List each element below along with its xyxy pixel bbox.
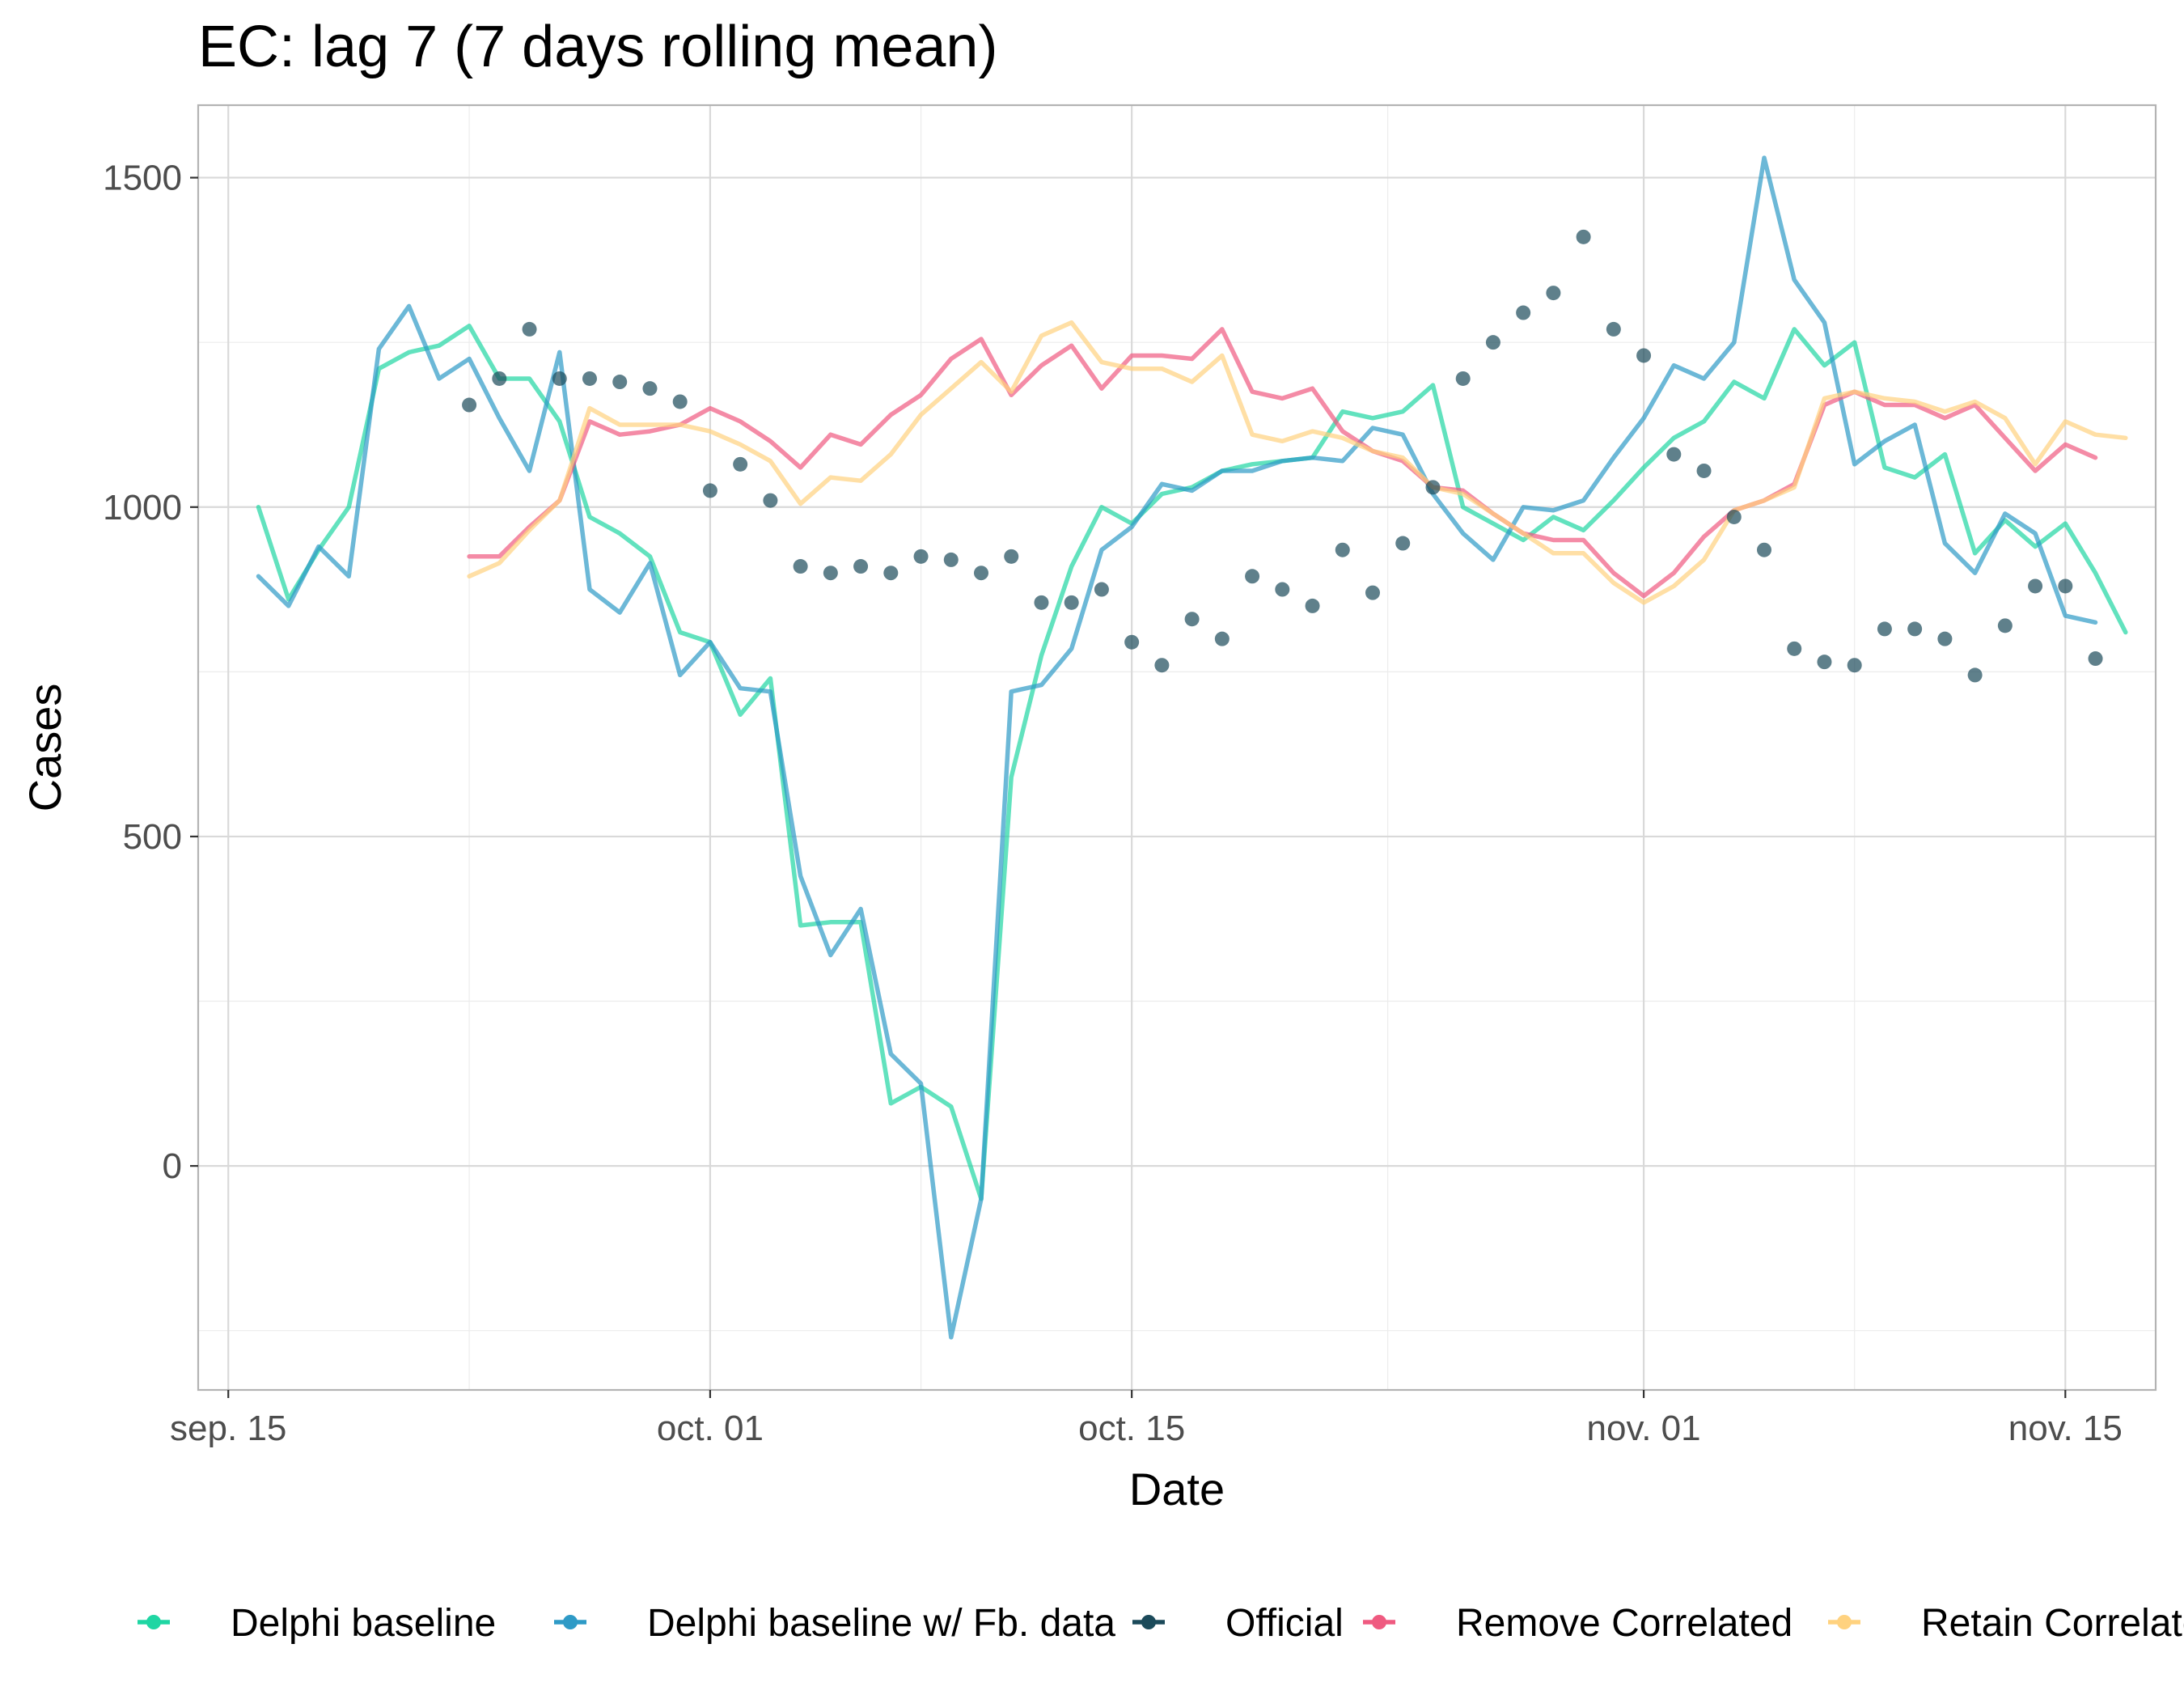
x-tick-label: sep. 15 <box>170 1409 286 1448</box>
x-tick-label: oct. 01 <box>657 1409 764 1448</box>
data-point-official <box>1485 335 1500 350</box>
data-point-official <box>1817 655 1832 670</box>
data-point-official <box>552 371 567 386</box>
legend-key-point <box>563 1615 578 1629</box>
data-point-official <box>672 394 688 409</box>
data-point-official <box>1335 542 1350 557</box>
data-point-official <box>612 375 628 390</box>
data-point-official <box>1245 569 1260 584</box>
data-point-official <box>1576 229 1591 244</box>
data-point-official <box>1425 480 1441 495</box>
data-point-official <box>913 549 929 564</box>
series-line-delphi-baseline <box>256 324 2128 1201</box>
data-point-official <box>1365 585 1380 600</box>
x-tick-label: nov. 15 <box>2008 1409 2123 1448</box>
data-point-official <box>1154 658 1170 673</box>
data-point-official <box>1455 371 1471 386</box>
legend: Delphi baseline Delphi baseline w/ Fb. da… <box>138 1602 2184 1645</box>
data-point-official <box>1516 305 1531 320</box>
y-tick-label: 500 <box>123 817 182 857</box>
data-point-official <box>1305 598 1320 613</box>
data-point-official <box>943 552 959 567</box>
data-point-official <box>763 493 778 508</box>
data-point-official <box>2088 651 2103 667</box>
data-point-official <box>1546 286 1561 301</box>
series-line-delphi-baseline-w-fb-data <box>256 155 2098 1340</box>
data-point-official <box>492 371 507 386</box>
data-point-official <box>1967 667 1983 683</box>
grid <box>198 105 2156 1390</box>
data-point-official <box>2028 578 2043 594</box>
data-point-official <box>1757 542 1771 557</box>
data-point-official <box>974 566 988 581</box>
data-point-official <box>853 559 869 574</box>
data-point-official <box>522 321 537 337</box>
data-point-official <box>793 559 808 574</box>
data-point-official <box>1666 447 1682 462</box>
data-point-official <box>1124 634 1140 650</box>
data-point-official <box>1184 612 1200 627</box>
y-tick-label: 1000 <box>103 488 182 527</box>
data-point-official <box>462 397 477 413</box>
data-point-official <box>1034 595 1049 610</box>
plot-area <box>256 155 2128 1340</box>
data-point-official <box>1636 348 1652 363</box>
y-axis-title: Cases <box>19 684 70 812</box>
y-tick-label: 0 <box>163 1146 182 1186</box>
x-axis: sep. 15 oct. 01 oct. 15 nov. 01 nov. 15 <box>170 1390 2123 1448</box>
legend-label: Remove Correlated <box>1456 1602 1792 1645</box>
data-point-official <box>1064 595 1079 610</box>
legend-label: Delphi baseline <box>231 1602 496 1645</box>
legend-label: Official <box>1225 1602 1344 1645</box>
data-point-official <box>2058 578 2073 594</box>
data-point-official <box>582 371 597 386</box>
data-point-official <box>1395 536 1411 551</box>
y-axis: 0 500 1000 1500 <box>103 159 198 1186</box>
series-line-retain-correlated <box>467 320 2128 605</box>
data-point-official <box>823 566 838 581</box>
data-point-official <box>1726 509 1742 524</box>
x-axis-title: Date <box>1129 1464 1225 1515</box>
data-point-official <box>1847 658 1862 673</box>
data-point-official <box>1004 549 1019 564</box>
data-point-official <box>1787 641 1802 656</box>
data-point-official <box>1997 618 2013 633</box>
legend-label: Retain Correlated <box>1921 1602 2184 1645</box>
x-tick-label: nov. 01 <box>1587 1409 1701 1448</box>
data-point-official <box>1696 463 1712 478</box>
legend-key-point <box>146 1615 161 1629</box>
x-tick-label: oct. 15 <box>1078 1409 1185 1448</box>
data-point-official <box>733 456 748 472</box>
data-point-official <box>702 483 717 498</box>
chart-title: EC: lag 7 (7 days rolling mean) <box>198 15 997 79</box>
y-tick-label: 1500 <box>103 159 182 198</box>
data-point-official <box>1937 631 1953 646</box>
data-point-official <box>1877 621 1892 637</box>
plot-panel <box>197 104 2157 1392</box>
data-point-official <box>1606 321 1621 337</box>
data-point-official <box>1094 582 1109 597</box>
data-point-official <box>1214 631 1230 646</box>
legend-key-point <box>1837 1615 1852 1629</box>
data-point-official <box>1275 582 1290 597</box>
legend-key-point <box>1141 1615 1156 1629</box>
data-point-official <box>883 566 899 581</box>
legend-label: Delphi baseline w/ Fb. data <box>647 1602 1115 1645</box>
legend-key-point <box>1372 1615 1386 1629</box>
data-point-official <box>1907 621 1923 637</box>
data-point-official <box>642 381 658 396</box>
